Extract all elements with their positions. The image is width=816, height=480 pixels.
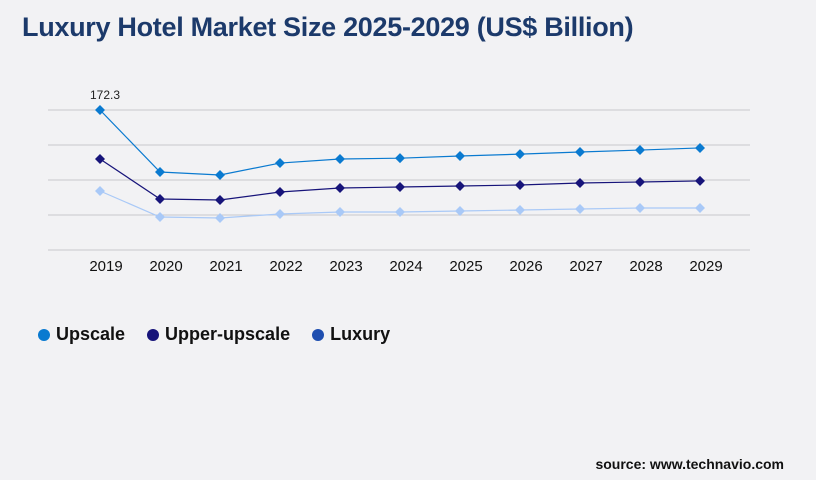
source-note: source: www.technavio.com xyxy=(595,456,784,472)
data-point xyxy=(215,195,225,206)
data-point xyxy=(275,209,285,220)
data-point xyxy=(635,145,645,156)
data-point xyxy=(155,212,165,223)
legend-item: Upscale xyxy=(38,324,125,345)
chart-title: Luxury Hotel Market Size 2025-2029 (US$ … xyxy=(22,12,634,42)
data-point xyxy=(95,105,105,115)
legend-label: Upper-upscale xyxy=(165,324,291,344)
legend-marker-icon xyxy=(147,328,160,341)
x-tick-label: 2025 xyxy=(449,258,482,275)
data-point xyxy=(395,153,405,164)
data-point xyxy=(155,166,165,177)
data-point xyxy=(515,205,525,216)
data-point xyxy=(275,186,285,197)
legend-label: Luxury xyxy=(330,324,391,344)
data-point xyxy=(695,175,705,186)
data-point xyxy=(515,179,525,190)
data-point xyxy=(575,147,585,158)
data-point xyxy=(395,206,405,217)
data-point xyxy=(275,158,285,169)
legend-item: Upper-upscale xyxy=(147,324,290,345)
x-tick-label: 2029 xyxy=(689,258,722,275)
x-tick-label: 2020 xyxy=(149,258,182,275)
data-point xyxy=(635,202,645,213)
data-point xyxy=(455,205,465,216)
x-tick-label: 2024 xyxy=(389,258,422,275)
data-point xyxy=(335,153,345,164)
data-point xyxy=(155,193,165,204)
legend-marker-icon xyxy=(38,328,50,341)
data-point xyxy=(575,177,585,188)
legend-label: Upscale xyxy=(56,324,126,344)
x-tick-label: 2028 xyxy=(629,258,662,275)
data-label: 172.3 xyxy=(90,88,120,102)
data-point xyxy=(515,149,525,160)
legend-item: Luxury xyxy=(312,324,390,345)
data-point xyxy=(695,142,705,153)
data-point xyxy=(215,212,225,223)
data-point xyxy=(95,153,105,164)
data-point xyxy=(335,183,345,194)
data-point xyxy=(455,150,465,161)
x-tick-label: 2027 xyxy=(569,258,602,275)
legend-marker-icon xyxy=(312,328,325,341)
data-point xyxy=(395,182,405,193)
data-point xyxy=(455,180,465,191)
legend: Upscale Upper-upscale Luxury xyxy=(38,324,390,345)
x-tick-label: 2023 xyxy=(329,258,362,275)
x-tick-label: 2022 xyxy=(269,258,302,275)
data-point xyxy=(215,170,225,181)
data-point xyxy=(635,176,645,187)
data-point xyxy=(95,186,105,197)
series-line-upscale xyxy=(99,109,701,176)
x-tick-label: 2019 xyxy=(89,258,122,275)
x-tick-label: 2026 xyxy=(509,258,542,275)
data-point xyxy=(695,202,705,213)
x-tick-label: 2021 xyxy=(209,258,242,275)
data-point xyxy=(335,206,345,217)
data-point xyxy=(575,203,585,214)
